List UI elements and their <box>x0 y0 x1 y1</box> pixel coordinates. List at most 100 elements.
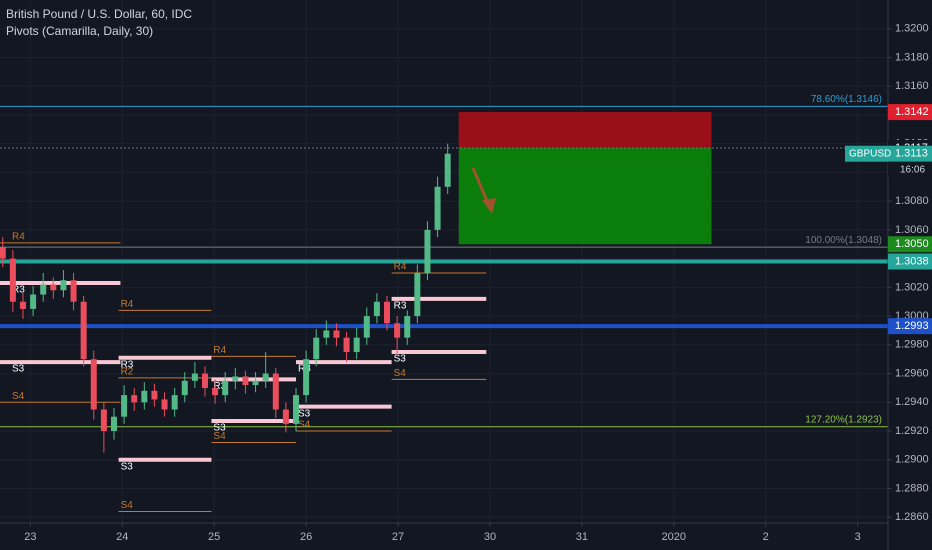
pivot-label: R4 <box>394 262 407 273</box>
candle-body <box>70 280 77 302</box>
candle-body <box>110 416 117 432</box>
candle-body <box>9 258 16 302</box>
y-tick-label: 1.3180 <box>895 51 929 63</box>
pivot-label: S3 <box>213 423 226 434</box>
pivot-label: S4 <box>394 368 407 379</box>
y-tick-label: 1.2940 <box>895 396 929 408</box>
candle-body <box>100 409 107 432</box>
arrow <box>471 167 496 214</box>
candle-body <box>444 153 451 187</box>
pivot-label: S4 <box>12 391 25 402</box>
candle-body <box>191 373 198 381</box>
candle-body <box>121 395 128 417</box>
candle-body <box>40 284 47 295</box>
level-label: 100.00%(1.3048) <box>805 235 882 246</box>
price-marker <box>888 253 932 270</box>
pivot-label: S4 <box>298 420 311 431</box>
pivot-label: S4 <box>121 500 134 511</box>
target-zone <box>458 147 712 245</box>
x-tick-label: 30 <box>484 531 496 543</box>
candle-body <box>161 399 168 410</box>
candle-body <box>303 359 310 396</box>
x-tick-label: 2020 <box>662 531 686 543</box>
candle-body <box>201 373 208 388</box>
pivot-label: R3 <box>394 300 407 311</box>
x-tick-label: 27 <box>392 531 404 543</box>
y-tick-label: 1.3060 <box>895 224 929 236</box>
candle-body <box>424 229 431 273</box>
price-marker <box>845 145 932 162</box>
y-tick-label: 1.3020 <box>895 281 929 293</box>
level-label: 127.20%(1.2923) <box>805 414 882 425</box>
x-tick-label: 25 <box>208 531 220 543</box>
chart-subtitle: Pivots (Camarilla, Daily, 30) <box>6 24 153 38</box>
candle-body <box>60 280 67 291</box>
countdown-label: 16:06 <box>900 164 925 175</box>
candle-body <box>353 337 360 353</box>
price-marker-label: 1.2993 <box>895 320 929 332</box>
y-tick-label: 1.3080 <box>895 195 929 207</box>
x-tick-label: 31 <box>576 531 588 543</box>
price-marker-label: 1.3050 <box>895 238 929 250</box>
y-tick-label: 1.2920 <box>895 425 929 437</box>
candle-body <box>373 301 380 317</box>
price-marker <box>888 236 932 253</box>
pivot-label: R3 <box>12 285 25 296</box>
pivot-label: S3 <box>298 408 311 419</box>
price-marker <box>888 318 932 335</box>
symbol-label: GBPUSD <box>849 148 891 159</box>
y-tick-label: 1.3160 <box>895 80 929 92</box>
candle-body <box>282 409 289 424</box>
candle-body <box>384 301 391 324</box>
pivot-label: S3 <box>12 364 25 375</box>
x-tick-label: 24 <box>116 531 128 543</box>
candle-body <box>212 387 219 396</box>
candle-body <box>293 395 299 424</box>
candle-body <box>0 247 6 259</box>
price-marker-label: 1.3038 <box>895 255 929 267</box>
candle-body <box>151 390 158 400</box>
y-tick-label: 1.3200 <box>895 23 929 35</box>
stop-zone <box>458 112 712 148</box>
candle-body <box>242 376 249 386</box>
candle-body <box>232 376 239 381</box>
pivot-label: R3 <box>213 381 226 392</box>
candle-body <box>252 380 259 386</box>
chart-title: British Pound / U.S. Dollar, 60, IDC <box>6 7 192 21</box>
y-tick-label: 1.2960 <box>895 367 929 379</box>
countdown-box <box>888 161 932 177</box>
y-tick-label: 1.2880 <box>895 482 929 494</box>
candle-body <box>50 284 57 291</box>
candle-body <box>434 186 441 230</box>
candle-body <box>394 323 401 338</box>
price-marker-label: 1.3142 <box>895 106 929 118</box>
candle-body <box>313 337 320 360</box>
candle-body <box>272 373 279 410</box>
candle-body <box>181 380 188 396</box>
plot: 78.60%(1.3146) 100.00%(1.3048) 127.20%(1.2… <box>0 94 888 513</box>
candle-body <box>262 373 269 381</box>
pivot-label: R4 <box>12 231 25 242</box>
candle-body <box>80 301 87 360</box>
pivot-label: S4 <box>213 431 226 442</box>
pivot-label: R4 <box>213 345 226 356</box>
y-tick-label: 1.2860 <box>895 511 929 523</box>
price-marker <box>888 104 932 121</box>
x-tick-label: 26 <box>300 531 312 543</box>
candle-body <box>222 380 229 396</box>
candle-body <box>90 359 97 410</box>
candle-body <box>141 390 148 403</box>
candle-body <box>363 316 370 338</box>
candle-body <box>404 316 411 338</box>
pivot-label: R4 <box>121 299 134 310</box>
arrow-head <box>482 198 496 214</box>
candle-body <box>414 272 421 317</box>
pivot-label: R2 <box>121 367 134 378</box>
candle-body <box>343 337 350 353</box>
candle-body <box>171 395 178 410</box>
y-tick-label: 1.2980 <box>895 339 929 351</box>
y-tick-label: 1.2900 <box>895 454 929 466</box>
x-tick-label: 23 <box>24 531 36 543</box>
